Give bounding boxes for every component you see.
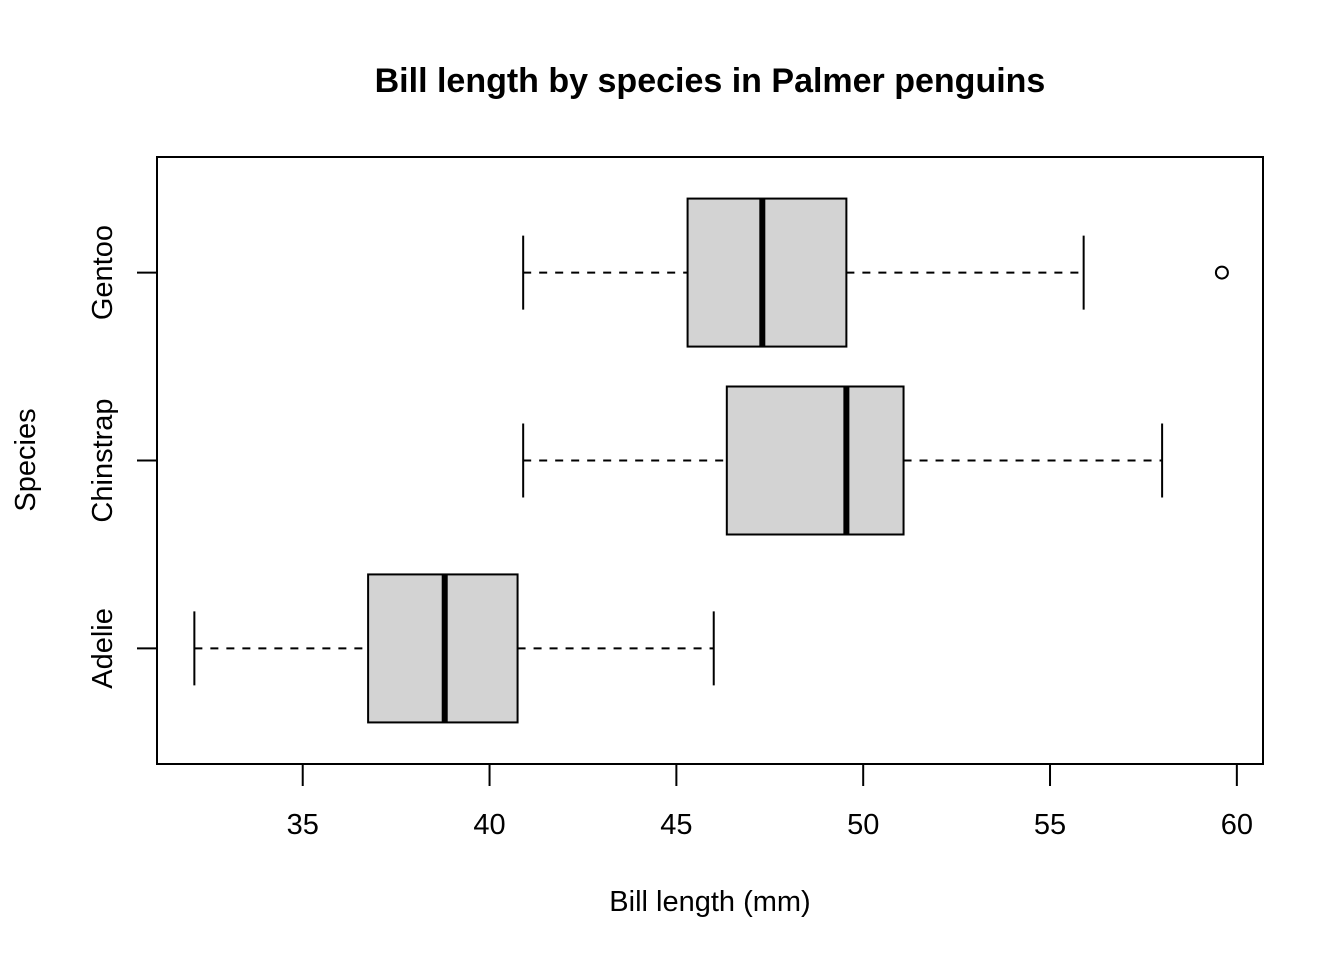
x-tick-label: 45	[660, 809, 692, 841]
x-tick-label: 55	[1034, 809, 1066, 841]
outlier-point	[1214, 265, 1229, 280]
box-gentoo	[522, 197, 1229, 348]
y-tick-label: Chinstrap	[87, 398, 119, 522]
iqr-box	[686, 197, 848, 348]
boxes-layer	[193, 197, 1229, 724]
x-tick-label: 40	[473, 809, 505, 841]
chart-title: Bill length by species in Palmer penguin…	[375, 62, 1046, 100]
y-tick-label: Adelie	[87, 608, 119, 689]
y-axis: Adelie Chinstrap Gentoo	[87, 225, 158, 689]
box-chinstrap	[522, 385, 1164, 536]
box-adelie	[193, 573, 715, 724]
x-tick-label: 50	[847, 809, 879, 841]
x-tick-label: 35	[287, 809, 319, 841]
iqr-box	[725, 385, 905, 536]
y-tick-label: Gentoo	[87, 225, 119, 320]
x-axis-label: Bill length (mm)	[609, 886, 810, 918]
x-axis: 35 40 45 50 55 60	[287, 763, 1253, 841]
y-axis-label: Species	[10, 408, 42, 511]
x-tick-label: 60	[1221, 809, 1253, 841]
